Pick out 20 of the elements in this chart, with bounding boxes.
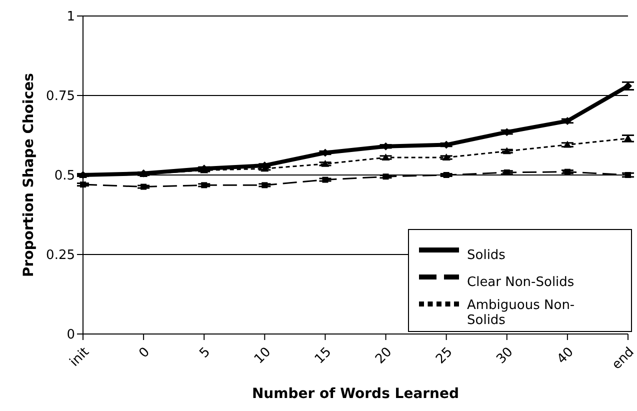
y-tick-label: 0.5 (54, 168, 75, 184)
x-tick-label: 30 (494, 344, 516, 368)
x-tick-label: 10 (252, 344, 274, 368)
y-tick-label: 0.75 (46, 89, 75, 104)
y-tick-label: 0.25 (46, 248, 75, 264)
y-axis-title: Proportion Shape Choices (20, 73, 37, 277)
y-tick-label: 0 (66, 328, 75, 343)
x-tick-label: init (67, 344, 92, 370)
legend-label: Solids (467, 248, 506, 263)
x-tick-label: 20 (372, 344, 396, 368)
legend-label: Clear Non-Solids (467, 275, 576, 290)
legend-label: Ambiguous Non-Solids (467, 298, 576, 328)
x-tick-label: 5 (197, 344, 214, 362)
x-tick-label: 0 (136, 344, 153, 362)
x-tick-label: 40 (554, 344, 577, 368)
x-tick-label: 25 (433, 344, 456, 368)
y-tick-label: 1 (66, 10, 75, 25)
x-axis-title: Number of Words Learned (252, 386, 460, 402)
x-tick-label: 15 (312, 344, 335, 368)
x-tick-label: end (609, 344, 637, 373)
